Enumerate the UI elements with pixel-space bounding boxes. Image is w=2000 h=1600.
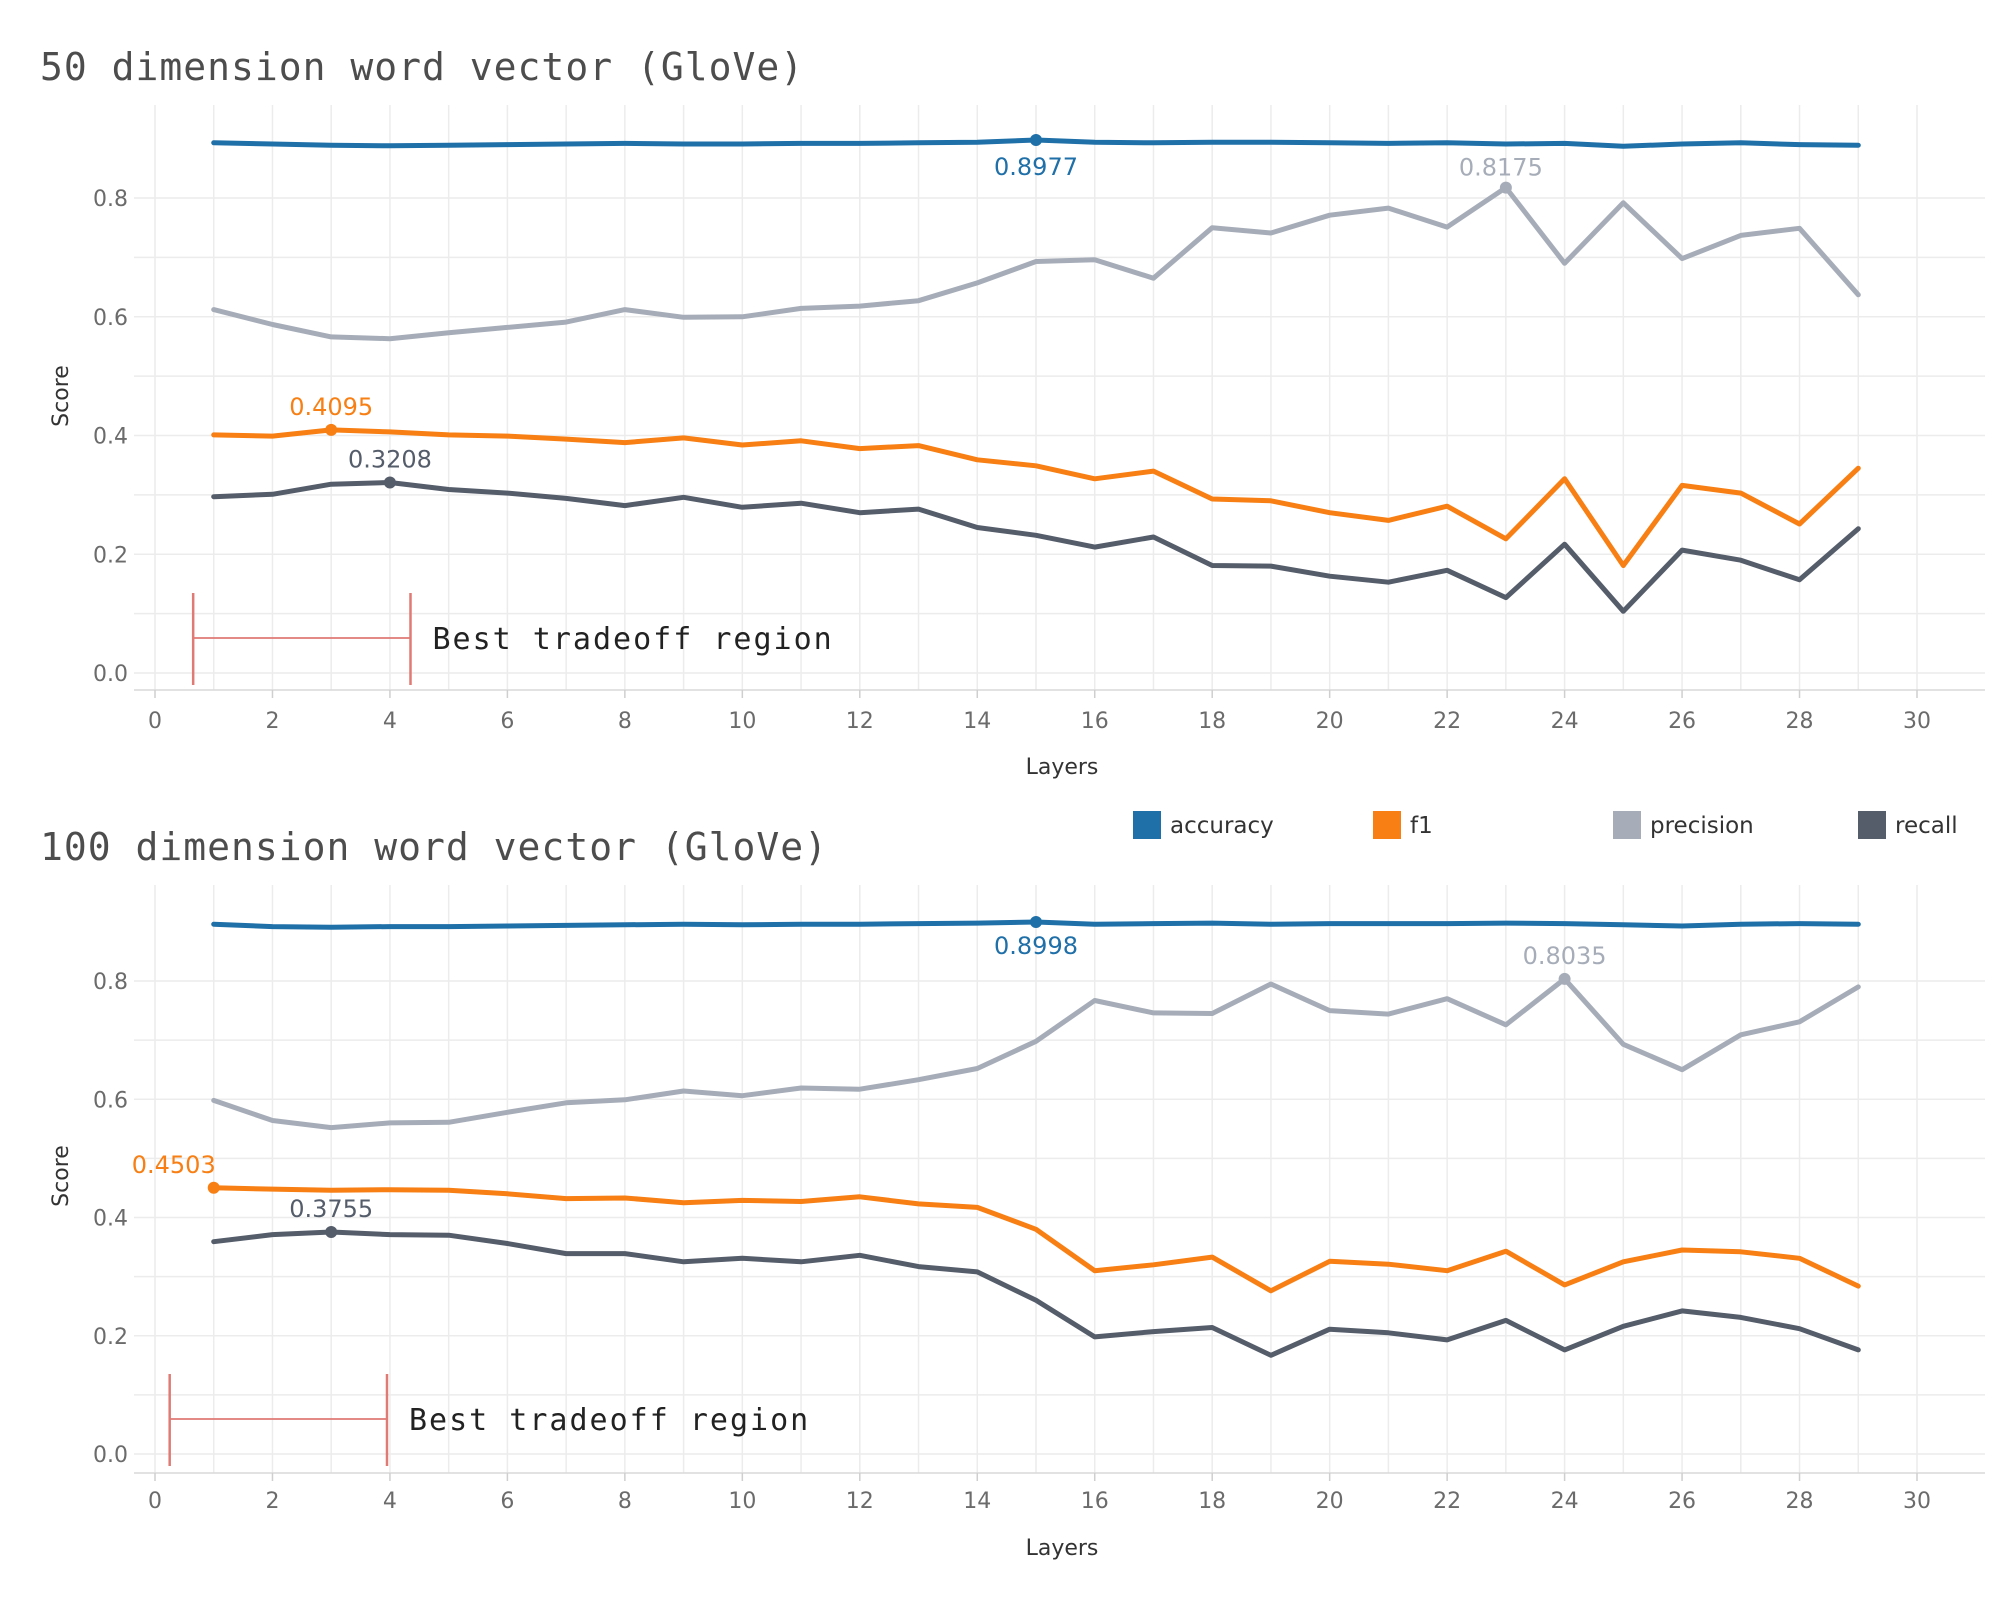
chart-title: 100 dimension word vector (GloVe) (40, 825, 828, 869)
series-line-precision (211, 185, 1861, 342)
legend-swatch-recall (1858, 811, 1886, 839)
x-tick-label: 0 (148, 1489, 162, 1514)
annotation-marker-recall (383, 476, 396, 489)
chart-panel-100d: 100 dimension word vector (GloVe) 0.0 0.2… (40, 825, 1985, 1561)
best-tradeoff-region: Best tradeoff region (168, 1374, 810, 1466)
legend-swatch-precision (1613, 811, 1641, 839)
x-tick-label: 6 (500, 1489, 514, 1514)
y-axis-ticks: 0.0 0.2 0.4 0.6 0.8 (93, 970, 128, 1468)
series-line-precision (211, 976, 1861, 1131)
x-tick-label: 28 (1786, 709, 1814, 734)
y-tick-label: 0.4 (93, 1207, 128, 1232)
annotation-label-f1: 0.4095 (289, 393, 373, 421)
x-tick-label: 24 (1551, 1489, 1579, 1514)
x-tick-label: 22 (1433, 1489, 1461, 1514)
annotation-marker-precision (1499, 181, 1512, 194)
series-line-f1 (211, 427, 1861, 568)
y-tick-label: 0.8 (93, 970, 128, 995)
annotation-label-accuracy: 0.8998 (994, 932, 1078, 960)
legend: accuracy f1 precision recall (1133, 811, 1958, 839)
x-tick-label: 26 (1668, 1489, 1696, 1514)
x-tick-label: 20 (1316, 709, 1344, 734)
x-tick-label: 6 (500, 709, 514, 734)
x-tick-label: 24 (1551, 709, 1579, 734)
y-tick-label: 0.2 (93, 543, 128, 568)
annotation-label-recall: 0.3208 (348, 446, 432, 474)
x-tick-label: 20 (1316, 1489, 1344, 1514)
annotations: 0.8977 0.8175 0.4095 0.3208 (289, 133, 1543, 489)
chart-title: 50 dimension word vector (GloVe) (40, 45, 804, 89)
y-tick-label: 0.8 (93, 187, 128, 212)
x-tick-label: 16 (1081, 1489, 1109, 1514)
x-tick-label: 14 (963, 1489, 991, 1514)
x-tick-label: 2 (265, 709, 279, 734)
x-tick-label: 28 (1786, 1489, 1814, 1514)
x-axis-ticks: 0 2 4 6 8 10 12 14 16 18 20 22 24 26 28 30 (148, 709, 1931, 734)
x-tick-label: 16 (1081, 709, 1109, 734)
x-axis-label: Layers (1026, 1536, 1099, 1561)
x-tick-label: 12 (846, 1489, 874, 1514)
annotation-label-precision: 0.8035 (1523, 942, 1607, 970)
chart-panel-50d: 50 dimension word vector (GloVe) 0.00.20… (40, 45, 1985, 780)
region-label: Best tradeoff region (409, 1403, 810, 1438)
annotation-marker-accuracy (1030, 915, 1042, 928)
x-tick-label: 10 (728, 709, 756, 734)
annotation-marker-recall (325, 1225, 338, 1238)
x-axis-ticks: 0 2 4 6 8 10 12 14 16 18 20 22 24 26 28 30 (148, 1489, 1931, 1514)
annotation-marker-accuracy (1030, 133, 1042, 146)
legend-swatch-accuracy (1133, 811, 1161, 839)
y-tick-label: 0.4 (93, 425, 128, 450)
annotation-marker-precision (1558, 972, 1571, 985)
x-tick-label: 30 (1903, 709, 1931, 734)
annotation-label-accuracy: 0.8977 (994, 153, 1078, 181)
grid (134, 105, 1985, 698)
y-tick-label: 0.0 (93, 1443, 128, 1468)
legend-label-f1: f1 (1410, 813, 1433, 839)
x-tick-label: 0 (148, 709, 162, 734)
annotation-label-f1: 0.4503 (132, 1151, 216, 1179)
y-tick-label: 0.0 (93, 662, 128, 687)
x-axis-label: Layers (1026, 755, 1099, 780)
x-tick-label: 18 (1198, 709, 1226, 734)
legend-label-accuracy: accuracy (1170, 813, 1274, 839)
x-tick-label: 2 (265, 1489, 279, 1514)
annotation-label-precision: 0.8175 (1459, 154, 1543, 182)
y-axis-label: Score (49, 365, 74, 427)
annotations: 0.8998 0.8035 0.4503 0.3755 (132, 915, 1607, 1238)
best-tradeoff-region: Best tradeoff region (191, 593, 833, 685)
x-tick-label: 18 (1198, 1489, 1226, 1514)
annotation-marker-f1 (207, 1181, 220, 1194)
series-line-recall (211, 480, 1861, 614)
x-tick-label: 22 (1433, 709, 1461, 734)
x-tick-label: 14 (963, 709, 991, 734)
x-tick-label: 10 (728, 1489, 756, 1514)
legend-label-recall: recall (1895, 813, 1958, 839)
y-tick-label: 0.6 (93, 306, 128, 331)
x-tick-label: 8 (618, 1489, 632, 1514)
series-line-f1 (211, 1185, 1861, 1294)
x-tick-label: 12 (846, 709, 874, 734)
y-axis-ticks: 0.0 0.2 0.4 0.6 0.8 (93, 187, 128, 687)
y-tick-label: 0.2 (93, 1325, 128, 1350)
y-tick-label: 0.6 (93, 1088, 128, 1113)
grid (134, 885, 1985, 1481)
region-label: Best tradeoff region (432, 622, 833, 657)
y-axis-label: Score (49, 1145, 74, 1207)
annotation-marker-f1 (325, 423, 338, 436)
series-line-recall (211, 1229, 1861, 1358)
legend-swatch-f1 (1373, 811, 1401, 839)
x-tick-label: 30 (1903, 1489, 1931, 1514)
x-tick-label: 8 (618, 709, 632, 734)
x-tick-label: 26 (1668, 709, 1696, 734)
legend-label-precision: precision (1650, 813, 1754, 839)
annotation-label-recall: 0.3755 (289, 1195, 373, 1223)
x-tick-label: 4 (383, 709, 397, 734)
x-tick-label: 4 (383, 1489, 397, 1514)
